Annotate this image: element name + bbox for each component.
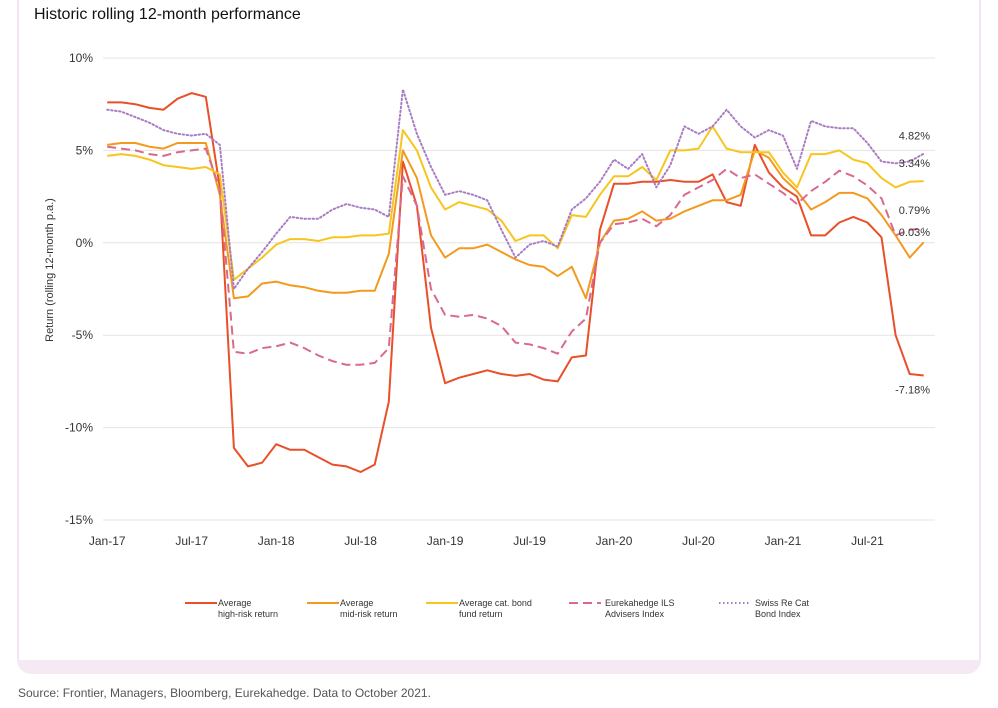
y-tick-label: 0% (76, 236, 94, 250)
source-note: Source: Frontier, Managers, Bloomberg, E… (18, 686, 431, 700)
legend-label: Eurekahedge ILS (605, 598, 675, 608)
x-tick-label: Jan-21 (765, 534, 802, 548)
y-tick-label: 10% (69, 51, 93, 65)
x-tick-label: Jan-19 (427, 534, 464, 548)
series-line-1 (107, 142, 925, 300)
legend-label: high-risk return (218, 609, 278, 619)
series-lines (106, 88, 925, 473)
series-line-0 (107, 92, 924, 473)
x-tick-label: Jul-21 (851, 534, 884, 548)
line-chart: 10% 5% 0% -5% -10% -15% Jan-17 Jul-17 Jan-18 Jul… (44, 51, 935, 619)
legend-label: Advisers Index (605, 609, 665, 619)
legend-label: fund return (459, 609, 503, 619)
x-tick-label: Jul-17 (175, 534, 208, 548)
legend-label: Swiss Re Cat (755, 598, 810, 608)
grid-lines (103, 57, 935, 521)
chart-card-bottom-band (17, 660, 981, 674)
legend-label: Average cat. bond (459, 598, 532, 608)
end-label: -7.18% (895, 384, 930, 396)
x-tick-label: Jan-17 (89, 534, 126, 548)
chart-title: Historic rolling 12-month performance (34, 6, 301, 23)
y-tick-label: -5% (72, 328, 94, 342)
end-label: 0.79% (899, 205, 930, 217)
legend-label: Average (340, 598, 373, 608)
series-line-4 (106, 88, 925, 290)
x-axis-ticks: Jan-17 Jul-17 Jan-18 Jul-18 Jan-19 Jul-19 Jan-… (89, 534, 884, 548)
end-label: 0.03% (899, 227, 930, 239)
end-label: 3.34% (899, 158, 930, 170)
series-line-2 (107, 125, 924, 281)
y-tick-label: 5% (76, 143, 94, 157)
y-tick-label: -15% (65, 513, 93, 527)
legend-label: Bond Index (755, 609, 801, 619)
end-label: 4.82% (899, 131, 930, 143)
x-tick-label: Jan-20 (596, 534, 633, 548)
end-value-labels: 4.82% 3.34% 0.79% 0.03% -7.18% (895, 131, 930, 397)
y-axis-ticks: 10% 5% 0% -5% -10% -15% (65, 51, 93, 527)
series-line-3 (107, 145, 924, 366)
x-tick-label: Jan-18 (258, 534, 295, 548)
y-tick-label: -10% (65, 421, 93, 435)
x-tick-label: Jul-18 (344, 534, 377, 548)
x-tick-label: Jul-20 (682, 534, 715, 548)
legend-label: Average (218, 598, 251, 608)
legend-label: mid-risk return (340, 609, 398, 619)
x-tick-label: Jul-19 (513, 534, 546, 548)
y-axis-label: Return (rolling 12-month p.a.) (44, 198, 56, 342)
